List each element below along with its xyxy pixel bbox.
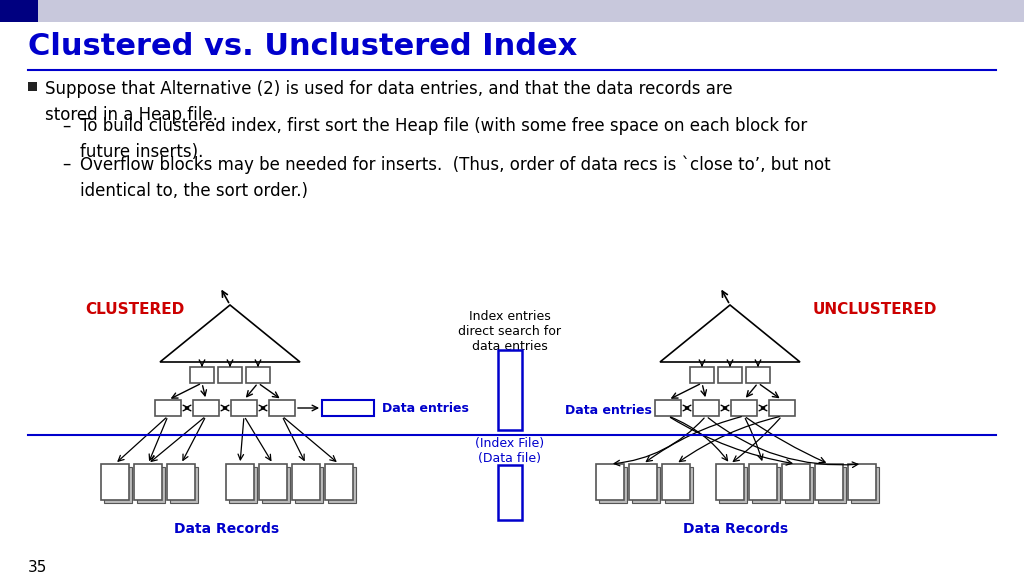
Bar	[0, 0, 38, 22]
Bar	[292, 464, 319, 500]
Text: (Data file): (Data file)	[478, 452, 542, 465]
Bar	[190, 367, 214, 383]
Bar	[101, 464, 129, 500]
Bar	[693, 400, 719, 416]
Text: Data entries: Data entries	[382, 401, 469, 415]
Bar	[498, 350, 522, 430]
Bar	[746, 367, 770, 383]
Bar	[328, 467, 356, 503]
Bar	[718, 367, 742, 383]
Bar	[596, 464, 624, 500]
Text: Data entries: Data entries	[565, 404, 652, 416]
Bar	[322, 400, 374, 416]
Bar	[815, 464, 843, 500]
Bar	[325, 464, 353, 500]
Text: –: –	[62, 117, 71, 135]
Bar	[662, 464, 690, 500]
Bar	[752, 467, 780, 503]
Text: Suppose that Alternative (2) is used for data entries, and that the data records: Suppose that Alternative (2) is used for…	[45, 80, 732, 124]
Bar	[629, 464, 657, 500]
Text: Index entries
direct search for
data entries: Index entries direct search for data ent…	[459, 310, 561, 353]
Bar	[134, 464, 162, 500]
Text: 35: 35	[28, 560, 47, 575]
Bar	[269, 400, 295, 416]
Bar	[170, 467, 198, 503]
Bar	[137, 467, 165, 503]
Text: UNCLUSTERED: UNCLUSTERED	[813, 302, 937, 317]
Text: Clustered vs. Unclustered Index: Clustered vs. Unclustered Index	[28, 32, 578, 61]
Bar	[498, 465, 522, 520]
Text: CLUSTERED: CLUSTERED	[85, 302, 184, 317]
Bar	[769, 400, 795, 416]
Bar	[749, 464, 777, 500]
Bar	[28, 82, 37, 91]
Bar	[262, 467, 290, 503]
Bar	[0, 0, 1024, 22]
Bar	[259, 464, 287, 500]
Bar	[785, 467, 813, 503]
Bar	[818, 467, 846, 503]
Text: Overflow blocks may be needed for inserts.  (Thus, order of data recs is `close : Overflow blocks may be needed for insert…	[80, 155, 830, 200]
Bar	[719, 467, 746, 503]
Text: –: –	[62, 155, 71, 173]
Bar	[782, 464, 810, 500]
Bar	[226, 464, 254, 500]
Bar	[665, 467, 693, 503]
Bar	[218, 367, 242, 383]
Bar	[599, 467, 627, 503]
Bar	[632, 467, 660, 503]
Bar	[104, 467, 132, 503]
Bar	[655, 400, 681, 416]
Bar	[716, 464, 744, 500]
Text: (Index File): (Index File)	[475, 437, 545, 450]
Bar	[246, 367, 270, 383]
Text: Data Records: Data Records	[174, 522, 280, 536]
Bar	[193, 400, 219, 416]
Bar	[231, 400, 257, 416]
Text: To build clustered index, first sort the Heap file (with some free space on each: To build clustered index, first sort the…	[80, 117, 807, 161]
Bar	[167, 464, 195, 500]
Bar	[155, 400, 181, 416]
Bar	[731, 400, 757, 416]
Bar	[229, 467, 257, 503]
Bar	[851, 467, 879, 503]
Bar	[295, 467, 323, 503]
Bar	[848, 464, 876, 500]
Bar	[690, 367, 714, 383]
Text: Data Records: Data Records	[683, 522, 788, 536]
